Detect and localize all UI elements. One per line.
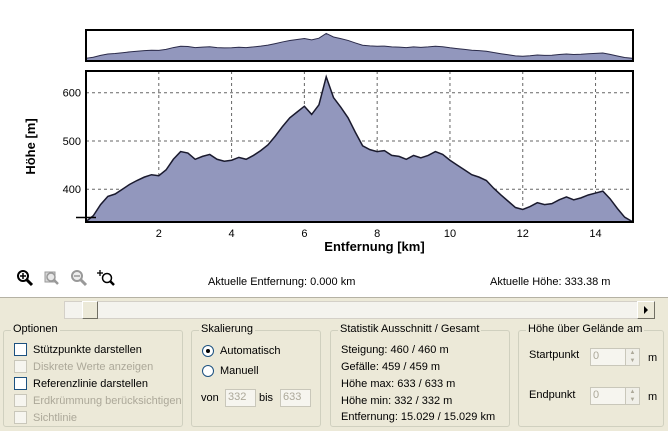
earth-curvature-label: Erdkrümmung berücksichtigen xyxy=(33,394,182,407)
x-tick-label: 8 xyxy=(374,228,380,240)
height-above-ground-title: Höhe über Gelände am xyxy=(526,323,645,335)
scaling-to-input: 633 xyxy=(280,389,311,407)
stat-height-min: Höhe min: 332 / 332 m xyxy=(341,395,453,407)
elevation-area xyxy=(86,76,633,222)
overview-frame xyxy=(85,29,634,62)
horizontal-scrollbar[interactable] xyxy=(64,301,655,319)
zoom-fit-button[interactable] xyxy=(96,268,116,288)
x-axis-title: Entfernung [km] xyxy=(324,239,424,254)
zoom-out-button[interactable] xyxy=(69,268,89,288)
y-tick-label: 500 xyxy=(63,136,81,148)
x-tick-label: 2 xyxy=(156,228,162,240)
y-tick-label: 600 xyxy=(63,88,81,100)
scaling-from-input: 332 xyxy=(225,389,256,407)
start-point-spinner: ▲ ▼ xyxy=(625,348,640,366)
stat-ascent: Steigung: 460 / 460 m xyxy=(341,344,449,356)
options-group: Optionen Stützpunkte darstellen Diskrete… xyxy=(3,323,183,427)
scrollbar-thumb[interactable] xyxy=(82,301,98,319)
x-tick-label: 14 xyxy=(589,228,601,240)
scaling-manual-radio[interactable] xyxy=(202,365,214,377)
discrete-values-checkbox xyxy=(14,360,27,373)
arrow-right-icon xyxy=(644,306,648,314)
scaling-to-label: bis xyxy=(259,392,274,404)
option-reference-line[interactable]: Referenzlinie darstellen xyxy=(14,377,148,390)
option-line-of-sight: Sichtlinie xyxy=(14,411,77,424)
scaling-group: Skalierung Automatisch Manuell von 332 b… xyxy=(191,323,321,427)
option-earth-curvature: Erdkrümmung berücksichtigen xyxy=(14,394,182,407)
start-point-label: Startpunkt xyxy=(529,349,580,361)
current-distance-readout: Aktuelle Entfernung: 0.000 km xyxy=(208,276,356,288)
x-tick-label: 4 xyxy=(229,228,235,240)
option-discrete-values: Diskrete Werte anzeigen xyxy=(14,360,153,373)
zoom-out-icon xyxy=(71,270,88,287)
scaling-manual-label: Manuell xyxy=(220,365,259,377)
zoom-area-icon xyxy=(44,271,59,285)
zoom-in-button[interactable] xyxy=(15,268,35,288)
stat-descent: Gefälle: 459 / 459 m xyxy=(341,361,441,373)
option-show-points[interactable]: Stützpunkte darstellen xyxy=(14,343,142,356)
profile-plot-area[interactable]: 2 4 6 8 10 12 14 400 500 600 Entfernung [km] Höhe [… xyxy=(0,0,668,298)
end-point-spinner: ▲ ▼ xyxy=(625,387,640,405)
spin-down-icon: ▼ xyxy=(629,397,636,403)
scaling-auto-label: Automatisch xyxy=(220,345,281,357)
reference-line-checkbox[interactable] xyxy=(14,377,27,390)
reference-line-label: Referenzlinie darstellen xyxy=(33,377,148,390)
end-point-label: Endpunkt xyxy=(529,389,576,401)
spin-up-icon: ▲ xyxy=(629,350,636,356)
plot-frame xyxy=(85,70,634,223)
elevation-profile-chart[interactable]: 2 4 6 8 10 12 14 400 500 600 Entfernung [km] Höhe [… xyxy=(0,0,668,298)
start-point-input: 0 xyxy=(590,348,630,366)
end-point-unit: m xyxy=(648,391,658,403)
height-above-ground-group: Höhe über Gelände am Startpunkt 0 ▲ ▼ m E… xyxy=(518,323,664,427)
scaling-from-label: von xyxy=(201,392,219,404)
earth-curvature-checkbox xyxy=(14,394,27,407)
x-tick-label: 12 xyxy=(517,228,529,240)
scaling-auto-radio[interactable] xyxy=(202,345,214,357)
overview-area xyxy=(85,32,634,62)
end-point-input: 0 xyxy=(590,387,630,405)
show-points-label: Stützpunkte darstellen xyxy=(33,343,142,356)
scroll-right-button[interactable] xyxy=(637,301,655,319)
scaling-manual-option[interactable]: Manuell xyxy=(202,365,259,377)
options-group-title: Optionen xyxy=(11,323,60,335)
y-tick-label: 400 xyxy=(63,184,81,196)
start-point-unit: m xyxy=(648,352,658,364)
x-tick-label: 10 xyxy=(444,228,456,240)
zoom-in-icon xyxy=(17,270,34,287)
scaling-group-title: Skalierung xyxy=(199,323,255,335)
spin-down-icon: ▼ xyxy=(629,358,636,364)
scaling-auto-option[interactable]: Automatisch xyxy=(202,345,281,357)
stat-height-max: Höhe max: 633 / 633 m xyxy=(341,378,456,390)
discrete-values-label: Diskrete Werte anzeigen xyxy=(33,360,154,373)
statistics-group-title: Statistik Ausschnitt / Gesamt xyxy=(338,323,482,335)
y-axis-title: Höhe [m] xyxy=(23,118,38,174)
statistics-group: Statistik Ausschnitt / Gesamt Steigung: … xyxy=(330,323,510,427)
line-of-sight-label: Sichtlinie xyxy=(33,411,78,424)
zoom-area-button[interactable] xyxy=(42,268,62,288)
current-height-readout: Aktuelle Höhe: 333.38 m xyxy=(490,276,611,288)
x-tick-label: 6 xyxy=(301,228,307,240)
zoom-fit-icon xyxy=(97,270,115,286)
stat-distance: Entfernung: 15.029 / 15.029 km xyxy=(341,411,496,423)
spin-up-icon: ▲ xyxy=(629,389,636,395)
elevation-line xyxy=(85,74,634,223)
show-points-checkbox[interactable] xyxy=(14,343,27,356)
line-of-sight-checkbox xyxy=(14,411,27,424)
